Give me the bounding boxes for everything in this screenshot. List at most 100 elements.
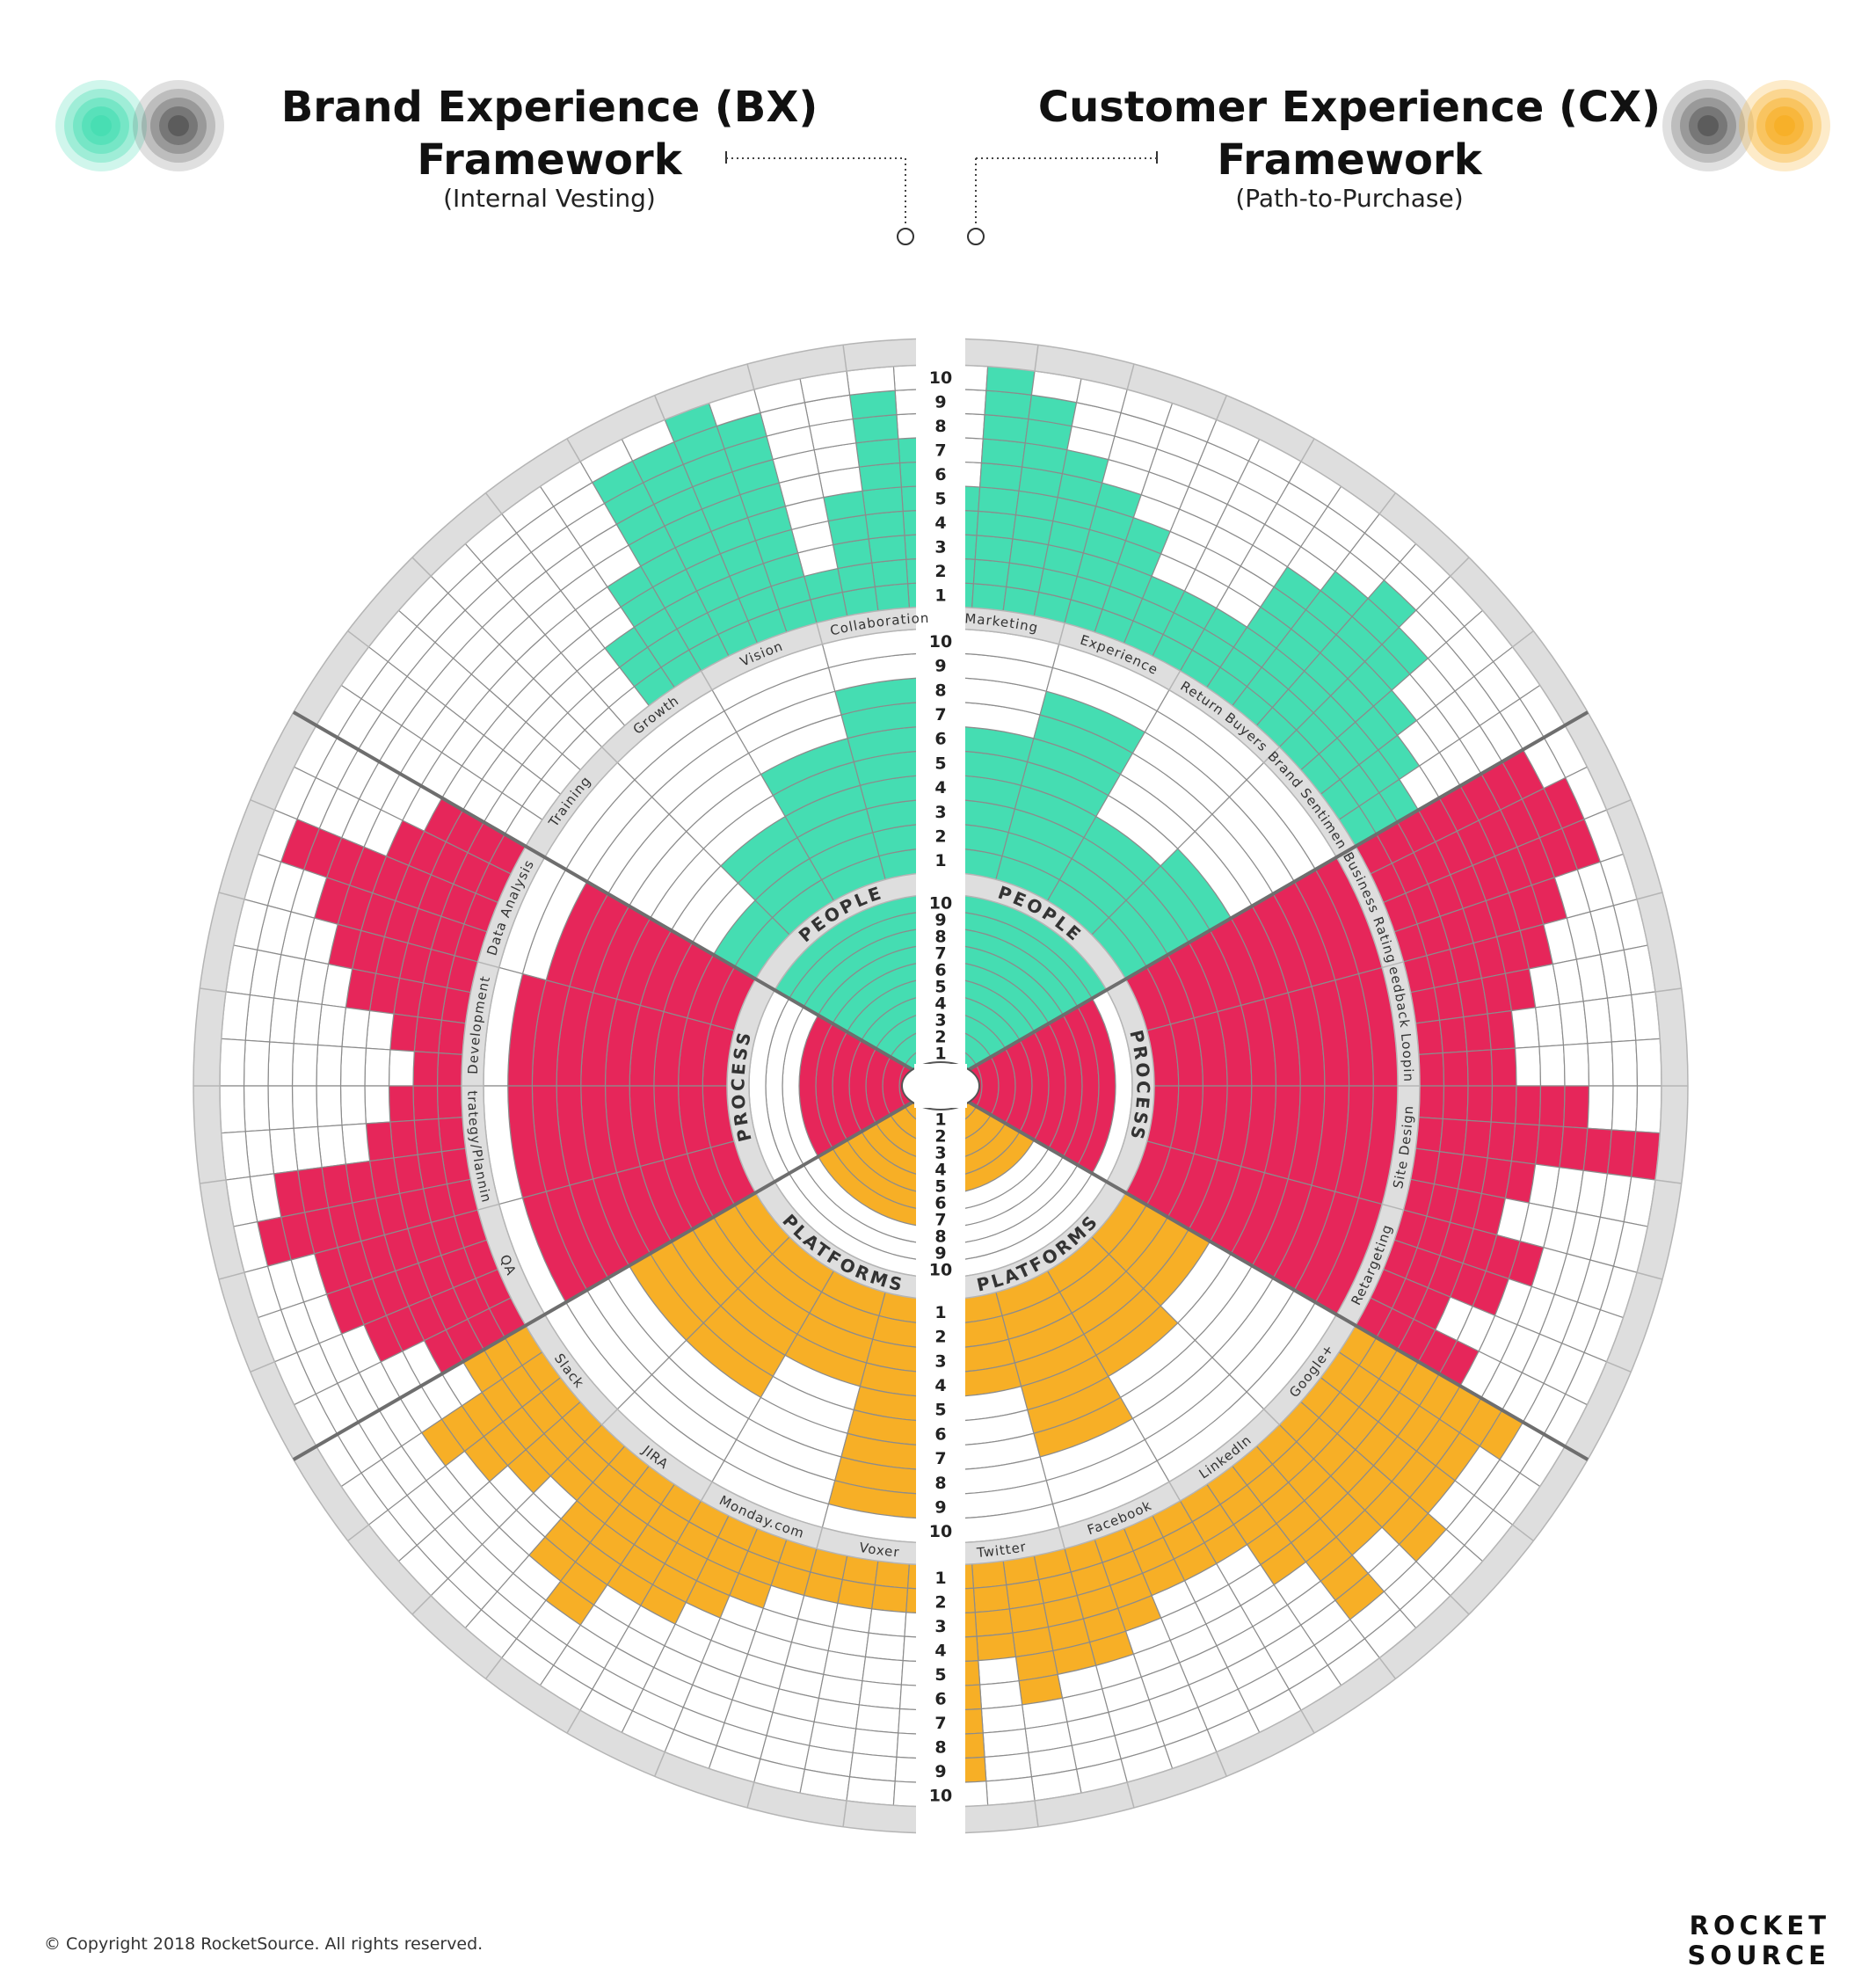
cx-process-outer-cell: [1611, 1085, 1639, 1132]
logo-line2: SOURCE: [1687, 1941, 1830, 1970]
bx-platforms-middle-cell: [872, 1314, 916, 1348]
bx-platforms-outer-cell: [905, 1587, 916, 1613]
bx-process-outer-cell: [364, 1047, 391, 1087]
cx-process-outer-cell: [1538, 1044, 1566, 1087]
cx-section-divider: [965, 1097, 1589, 1461]
cx-process-outer-cell: [1490, 1085, 1517, 1125]
cx-process-outer-cell: [1418, 1085, 1445, 1120]
radial-wheel: 1098765432110987654321109876543211234567…: [0, 0, 1689, 1834]
scale-number: 9: [934, 392, 946, 411]
bx-process-outer-cell: [267, 1085, 294, 1131]
bx-process-outer-cell: [293, 1125, 323, 1171]
scale-number: 8: [934, 928, 946, 947]
cx-process-outer-cell: [1587, 1041, 1614, 1087]
scale-number: 2: [934, 827, 946, 846]
bx-people-outer-cell: [874, 583, 910, 612]
scale-number: 1: [934, 1303, 946, 1322]
scale-number: 4: [934, 1641, 946, 1660]
cx-neutral-target-icon: [1662, 80, 1754, 171]
bx-platforms-outer-cell: [848, 1751, 898, 1782]
cx-process-outer-cell: [1582, 997, 1612, 1045]
bx-target-icon: [55, 80, 147, 171]
bx-process-outer-cell: [389, 1119, 418, 1159]
bx-platforms-outer-cell: [874, 1560, 910, 1589]
bx-section-divider: [292, 710, 916, 1074]
scale-number: 4: [934, 994, 946, 1014]
bx-process-outer-cell: [339, 1085, 367, 1126]
scale-number: 1: [934, 586, 946, 605]
cx-process-outer-cell: [1466, 1085, 1494, 1123]
bx-process-outer-cell: [219, 1085, 246, 1134]
cx-process-outer-cell: [1414, 1117, 1443, 1153]
cx-section-divider: [965, 710, 1589, 1074]
bx-people-outer-cell: [868, 535, 907, 564]
scale-number: 8: [934, 681, 946, 700]
bx-section-divider: [292, 1097, 916, 1461]
bx-process-outer-cell: [388, 1085, 415, 1123]
bx-process-outer-cell: [291, 1043, 319, 1087]
bx-platforms-outer-cell: [871, 1584, 909, 1613]
cx-platforms-outer-cell: [972, 1584, 1010, 1613]
logo-line1: ROCKET: [1690, 1911, 1830, 1941]
cx-process-outer-cell: [1463, 1013, 1492, 1052]
cx-process-outer-cell: [1606, 1129, 1637, 1178]
bx-process-outer-cell: [438, 1019, 467, 1055]
bx-process-outer-cell: [365, 1009, 395, 1051]
cx-platforms-outer-cell: [979, 1679, 1023, 1710]
copyright-text: © Copyright 2018 RocketSource. All right…: [44, 1934, 483, 1954]
cx-process-outer-cell: [1534, 1125, 1565, 1169]
cx-process-outer-cell: [1587, 1085, 1614, 1131]
bx-neutral-target-icon: [133, 80, 224, 171]
cx-process-outer-cell: [1438, 1118, 1468, 1155]
bx-process-outer-cell: [243, 1085, 271, 1132]
scale-number: 6: [934, 465, 946, 484]
bx-people-outer-cell: [904, 534, 916, 560]
cx-people-outer-cell: [971, 583, 1007, 612]
scale-number: 9: [934, 1244, 946, 1263]
cx-platforms-outer-cell: [978, 1656, 1020, 1686]
bx-people-outer-cell: [858, 462, 902, 492]
scale-number: 3: [934, 1011, 946, 1030]
scale-number: 10: [929, 368, 952, 388]
scale-number: 10: [929, 1786, 952, 1805]
cx-process-outer-cell: [1510, 1007, 1540, 1049]
bx-process-outer-cell: [412, 1085, 440, 1121]
cx-people-outer-cell: [976, 510, 1017, 540]
cx-platforms-outer-cell: [974, 1608, 1014, 1637]
bx-process-outer-cell: [436, 1085, 463, 1120]
cx-people-outer-cell: [978, 486, 1020, 516]
scale-number: 7: [934, 441, 946, 460]
bx-platforms-outer-cell: [898, 1708, 916, 1735]
bx-platforms-outer-cell: [852, 1728, 899, 1758]
cx-platforms-rim-band: [965, 1445, 1589, 1834]
cx-people-outer-cell: [982, 414, 1029, 444]
scale-number: 2: [934, 1127, 946, 1147]
cx-leader-line: [967, 151, 1158, 245]
bx-platforms-outer-cell: [855, 1704, 901, 1734]
bx-process-outer-cell: [341, 1123, 371, 1165]
bx-process-outer-cell: [413, 1118, 443, 1155]
bx-platforms-outer-cell: [858, 1679, 902, 1710]
cx-process-outer-cell: [1487, 1009, 1516, 1051]
cx-process-outer-cell: [1562, 1085, 1590, 1129]
bx-platforms-outer-cell: [904, 1612, 916, 1638]
scale-number: 6: [934, 961, 946, 980]
cx-process-outer-cell: [1559, 1125, 1589, 1171]
bx-platforms-outer-cell: [902, 1635, 916, 1662]
bx-process-outer-cell: [365, 1121, 395, 1162]
cx-platforms-outer-cell: [982, 1728, 1029, 1758]
scale-number: 7: [934, 944, 946, 964]
cx-process-outer-cell: [1510, 1123, 1540, 1165]
bx-process-outer-cell: [436, 1052, 463, 1087]
scale-number: 7: [934, 1714, 946, 1733]
scale-number: 2: [934, 1592, 946, 1612]
scale-number: 3: [934, 803, 946, 822]
cx-process-outer-cell: [1514, 1045, 1542, 1087]
bx-people-outer-cell: [864, 510, 905, 540]
cx-process-outer-cell: [1414, 1019, 1443, 1055]
cx-target-icon: [1739, 80, 1830, 171]
cx-process-outer-cell: [1466, 1049, 1494, 1087]
bx-process-outer-cell: [243, 1039, 271, 1087]
cx-process-outer-cell: [1442, 1051, 1469, 1087]
scale-number: 1: [934, 851, 946, 870]
